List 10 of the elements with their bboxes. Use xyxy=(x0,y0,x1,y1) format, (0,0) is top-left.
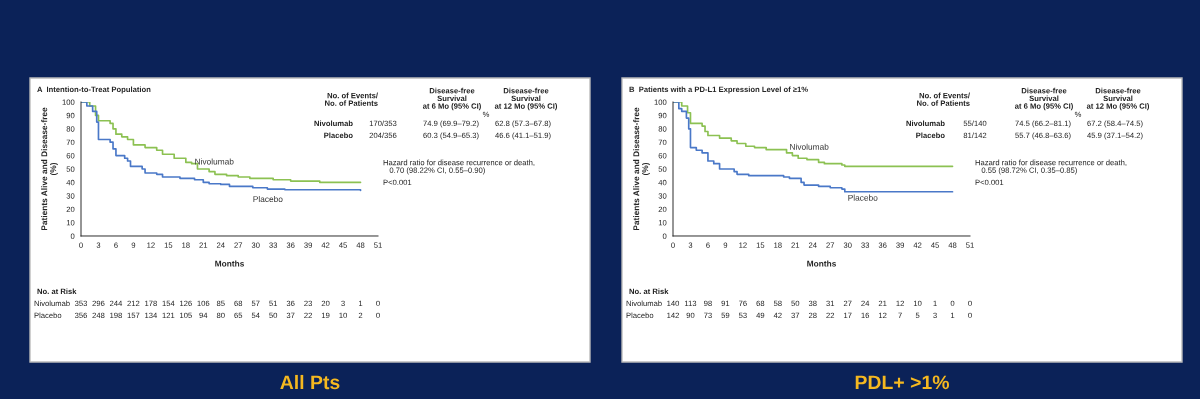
series-label: Placebo xyxy=(253,195,283,203)
y-axis-title: Patients Alive and Disease-free (%) xyxy=(41,107,58,231)
text: PDL+ >1% xyxy=(855,375,950,390)
series-label: Nivolumab xyxy=(195,158,234,165)
x-axis-title: Months xyxy=(807,260,836,267)
y-axis-title: Patients Alive and Disease-free (%) xyxy=(633,107,650,231)
x-axis-title: Months xyxy=(215,260,244,267)
text: All Pts xyxy=(280,374,340,390)
series-label: Nivolumab xyxy=(790,143,829,150)
series-label: Placebo xyxy=(848,194,878,201)
